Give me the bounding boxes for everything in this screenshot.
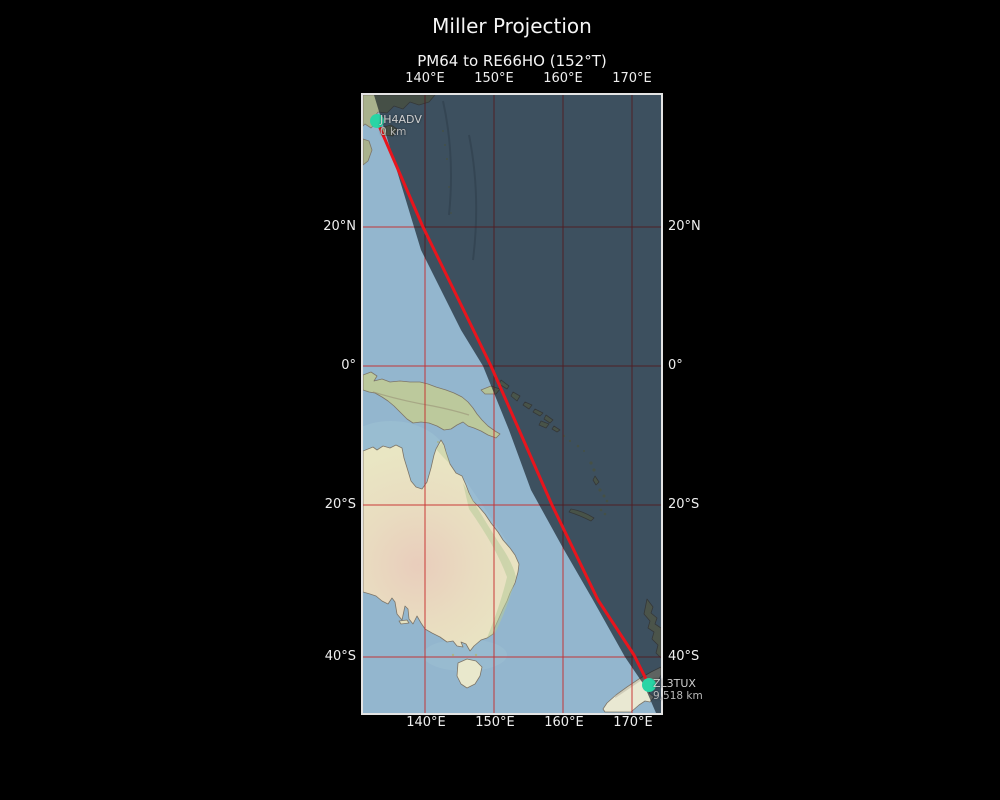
tick-right-20n: 20°N <box>668 219 701 234</box>
new-guinea-ridge <box>372 391 470 416</box>
southern-alps-ridge <box>614 677 644 698</box>
terrain-tints <box>372 391 644 698</box>
origin-callsign: JH4ADV <box>380 113 422 126</box>
land-tasmania <box>456 658 483 689</box>
route-subtitle: PM64 to RE66HO (152°T) <box>417 52 607 70</box>
map-canvas <box>361 93 663 715</box>
tick-bottom-170e: 170°E <box>613 715 653 730</box>
page-title: Miller Projection <box>432 14 592 38</box>
miller-projection-map <box>363 95 661 713</box>
destination-distance: 9,518 km <box>653 690 703 702</box>
route-line <box>375 119 651 687</box>
land-new-guinea <box>363 371 501 439</box>
tick-left-0: 0° <box>341 358 356 373</box>
tick-right-20s: 20°S <box>668 497 700 512</box>
origin-label: JH4ADV 0 km <box>380 113 422 139</box>
land-kangaroo-island <box>398 619 410 625</box>
tick-left-20n: 20°N <box>323 219 356 234</box>
tick-top-170e: 170°E <box>612 71 652 86</box>
tick-bottom-150e: 150°E <box>475 715 515 730</box>
origin-distance: 0 km <box>380 126 407 138</box>
marker-origin <box>370 114 384 128</box>
marker-destination <box>642 678 656 692</box>
destination-label: ZL3TUX 9,518 km <box>653 677 703 703</box>
tick-top-160e: 160°E <box>543 71 583 86</box>
tick-right-40s: 40°S <box>668 649 700 664</box>
tick-bottom-140e: 140°E <box>406 715 446 730</box>
tick-left-40s: 40°S <box>324 649 356 664</box>
tick-right-0: 0° <box>668 358 683 373</box>
tick-top-140e: 140°E <box>405 71 445 86</box>
tick-left-20s: 20°S <box>324 497 356 512</box>
tick-top-150e: 150°E <box>474 71 514 86</box>
land-japan-kyushu <box>363 138 373 166</box>
tick-bottom-160e: 160°E <box>544 715 584 730</box>
destination-callsign: ZL3TUX <box>653 677 696 690</box>
night-terminator-shade <box>374 95 661 713</box>
